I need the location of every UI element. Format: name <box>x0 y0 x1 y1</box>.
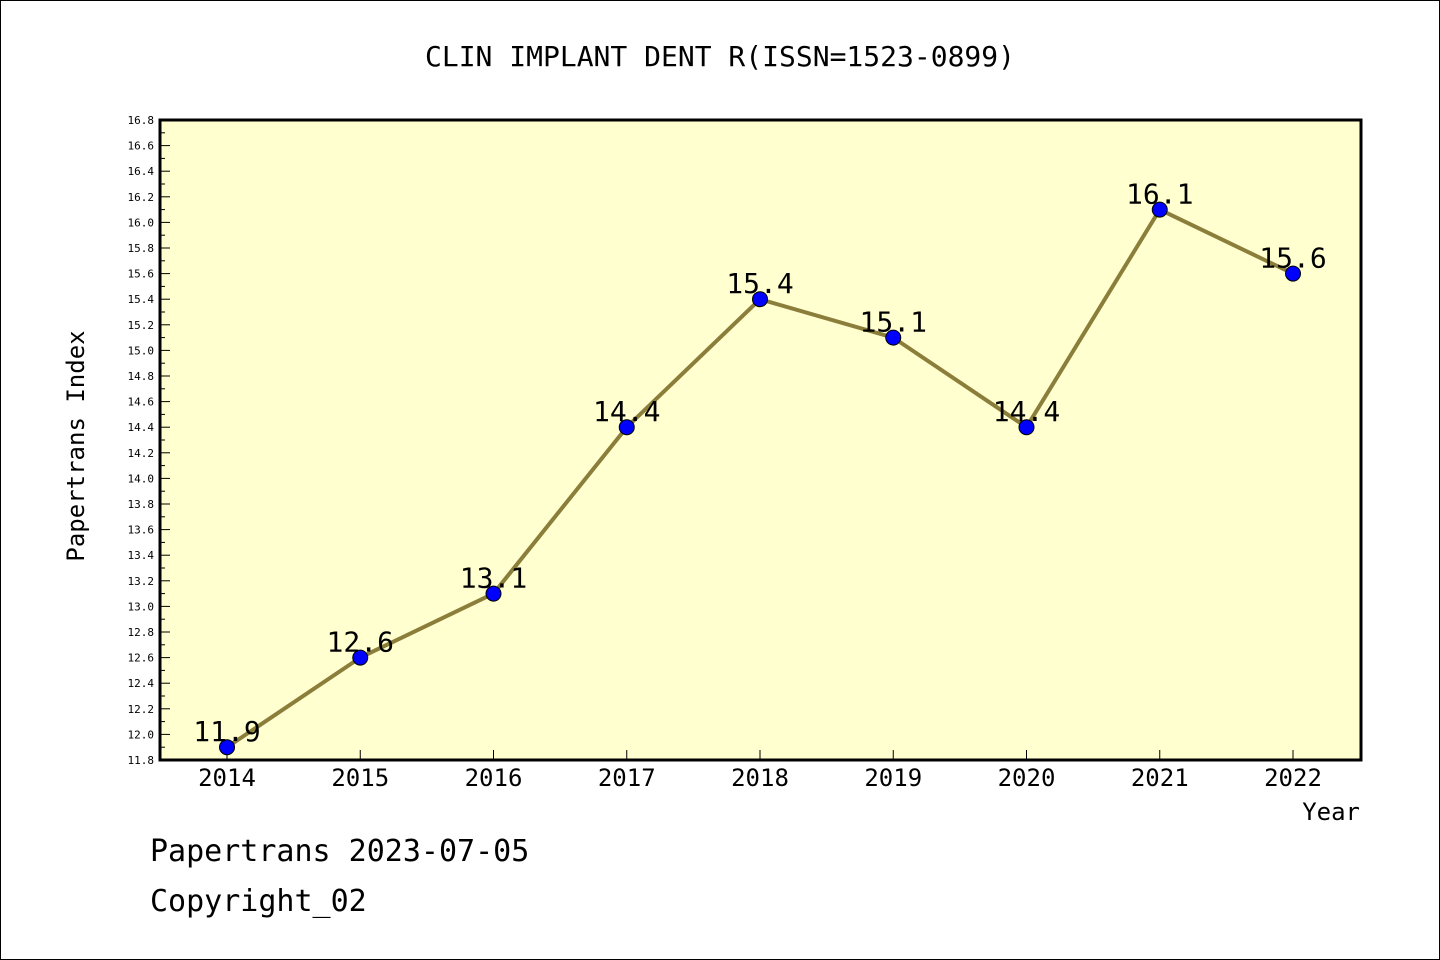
x-tick-label: 2015 <box>331 764 389 792</box>
x-tick-label: 2017 <box>598 764 656 792</box>
chart-title: CLIN IMPLANT DENT R(ISSN=1523-0899) <box>425 40 1015 73</box>
x-axis: 2014 2015 2016 2017 2018 2019 2020 2021 2022 <box>198 750 1322 792</box>
plot-border <box>158 118 1363 762</box>
footer-date: Papertrans 2023-07-05 <box>150 834 530 869</box>
footer-copyright: Copyright_02 <box>150 884 367 919</box>
data-label: 15.6 <box>1259 242 1326 275</box>
data-point <box>752 291 768 308</box>
y-tick-label: 11.8 <box>128 754 155 767</box>
x-tick-label: 2020 <box>998 764 1056 792</box>
y-tick-label: 14.6 <box>128 396 155 409</box>
y-tick-label: 13.2 <box>128 575 155 588</box>
data-label: 15.4 <box>726 267 793 300</box>
data-label: 14.4 <box>993 395 1060 428</box>
y-tick-label: 16.2 <box>128 191 155 204</box>
y-tick-label: 14.8 <box>128 370 155 383</box>
data-point <box>1018 419 1035 436</box>
plot-area <box>160 120 1361 760</box>
y-tick-label: 14.4 <box>128 421 155 434</box>
data-label: 15.1 <box>860 306 927 339</box>
data-point <box>885 329 902 346</box>
x-tick-label: 2019 <box>864 764 922 792</box>
y-tick-label: 16.4 <box>128 165 155 178</box>
y-tick-label: 16.8 <box>128 114 155 127</box>
y-tick-label: 13.0 <box>128 600 155 613</box>
y-tick-label: 13.8 <box>128 498 155 511</box>
y-tick-label: 16.6 <box>128 140 155 153</box>
data-label: 14.4 <box>593 395 660 428</box>
data-point <box>219 739 235 756</box>
y-tick-label: 14.0 <box>128 472 155 485</box>
y-tick-label: 12.6 <box>128 652 155 665</box>
data-point <box>1285 265 1301 282</box>
data-point <box>352 649 369 666</box>
y-axis-label: Papertrans Index <box>62 330 90 561</box>
y-tick-label: 15.2 <box>128 319 155 332</box>
data-label: 16.1 <box>1126 178 1193 211</box>
y-tick-label: 15.4 <box>128 293 155 306</box>
data-point <box>1151 201 1168 218</box>
data-point <box>618 419 635 436</box>
data-label: 11.9 <box>193 715 260 748</box>
y-tick-label: 12.2 <box>128 703 155 716</box>
x-tick-label: 2016 <box>465 764 523 792</box>
data-labels-group: 11.9 12.6 13.1 14.4 15.4 15.1 14.4 16.1 15.6 <box>193 178 1326 749</box>
y-tick-label: 15.0 <box>128 344 155 357</box>
y-tick-label: 15.8 <box>128 242 155 255</box>
data-label: 12.6 <box>327 626 394 659</box>
y-tick-label: 16.0 <box>128 216 155 229</box>
y-tick-label: 13.6 <box>128 524 155 537</box>
x-tick-label: 2021 <box>1131 764 1189 792</box>
x-tick-label: 2022 <box>1264 764 1322 792</box>
data-point <box>485 585 502 602</box>
x-tick-label: 2018 <box>731 764 789 792</box>
y-tick-label: 15.6 <box>128 268 155 281</box>
y-tick-label: 12.0 <box>128 728 155 741</box>
markers-group <box>219 201 1301 756</box>
y-tick-label: 13.4 <box>128 549 155 562</box>
data-label: 13.1 <box>460 562 527 595</box>
y-axis: 11.8 12.0 12.2 12.4 12.6 12.8 13.0 13.2 13.4 13.6… <box>128 114 170 767</box>
y-tick-label: 12.8 <box>128 626 155 639</box>
x-axis-label: Year <box>1302 798 1360 826</box>
x-tick-label: 2014 <box>198 764 256 792</box>
y-tick-label: 14.2 <box>128 447 155 460</box>
y-tick-label: 12.4 <box>128 677 155 690</box>
